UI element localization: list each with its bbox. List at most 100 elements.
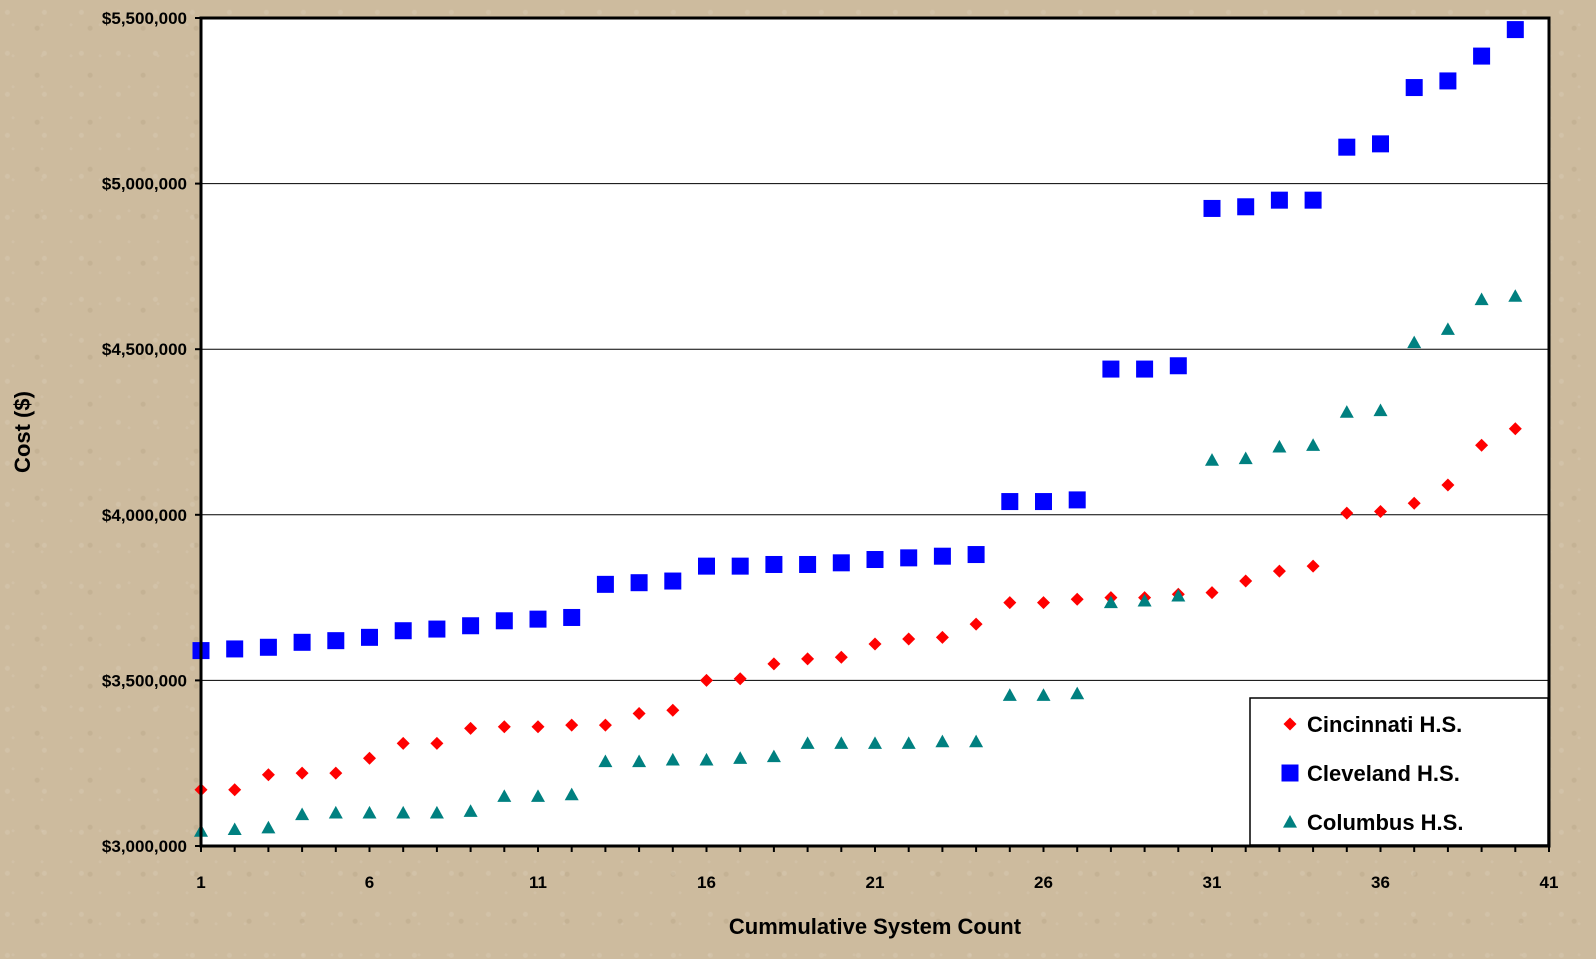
- data-point-triangle: [598, 754, 613, 768]
- data-point-diamond: [1475, 438, 1489, 452]
- data-point-square: [1203, 199, 1221, 217]
- data-point-square: [259, 638, 277, 656]
- data-point-square: [1473, 47, 1491, 65]
- data-point-triangle: [935, 734, 950, 748]
- data-point-diamond: [632, 707, 646, 721]
- data-point-triangle: [969, 734, 984, 748]
- y-tick-label: $4,500,000: [102, 340, 187, 359]
- data-point-triangle: [868, 736, 882, 749]
- x-tick-label: 41: [1540, 873, 1559, 892]
- data-point-square: [495, 612, 513, 630]
- data-point-triangle: [396, 805, 411, 819]
- data-point-diamond: [261, 768, 275, 782]
- data-point-square: [664, 572, 682, 590]
- data-point-square: [1304, 191, 1322, 209]
- data-point-triangle: [1474, 292, 1489, 306]
- data-point-triangle: [463, 804, 478, 817]
- data-point-triangle: [1440, 322, 1455, 335]
- y-tick-label: $3,500,000: [102, 671, 187, 690]
- legend: Cincinnati H.S. Cleveland H.S. Columbus H.…: [1249, 697, 1549, 846]
- data-point-diamond: [531, 720, 545, 734]
- data-point-diamond: [1508, 422, 1522, 436]
- data-point-square: [1237, 198, 1255, 216]
- data-point-diamond: [497, 720, 511, 734]
- data-point-diamond: [935, 630, 949, 644]
- data-point-triangle: [1070, 686, 1085, 700]
- data-point-diamond: [969, 617, 983, 631]
- data-point-square: [765, 555, 783, 573]
- data-point-triangle: [1306, 438, 1321, 451]
- data-point-square: [933, 547, 951, 565]
- data-point-diamond: [1205, 586, 1219, 600]
- data-point-triangle: [261, 820, 276, 834]
- data-point-square: [1338, 138, 1356, 156]
- data-point-triangle: [1171, 588, 1186, 602]
- x-tick-label: 11: [529, 873, 547, 892]
- data-point-square: [1102, 360, 1120, 378]
- data-point-diamond: [868, 637, 882, 651]
- data-point-diamond: [733, 672, 747, 686]
- legend-label: Cleveland H.S.: [1307, 761, 1460, 786]
- data-point-diamond: [430, 736, 444, 750]
- y-tick-label: $3,000,000: [102, 837, 187, 856]
- data-point-square: [1068, 491, 1086, 509]
- data-point-square: [529, 610, 547, 628]
- data-point-triangle: [227, 822, 242, 836]
- data-point-square: [394, 622, 412, 640]
- data-point-triangle: [1407, 335, 1422, 349]
- data-point-triangle: [901, 736, 916, 749]
- data-point-square: [967, 546, 985, 564]
- y-tick-label: $4,000,000: [102, 506, 187, 525]
- data-point-triangle: [1002, 688, 1017, 701]
- data-point-diamond: [598, 718, 612, 732]
- x-axis-title: Cummulative System Count: [729, 914, 1022, 939]
- data-point-square: [832, 554, 850, 572]
- plot-border: [199, 16, 1551, 848]
- data-point-triangle: [429, 805, 444, 819]
- data-point-square: [226, 640, 244, 658]
- data-point-triangle: [834, 736, 849, 749]
- x-tick-label: 1: [196, 873, 205, 892]
- legend-marker: [1283, 815, 1297, 828]
- data-point-diamond: [464, 721, 478, 735]
- data-point-triangle: [1036, 688, 1051, 701]
- data-point-triangle: [1205, 453, 1219, 466]
- data-point-square: [293, 633, 311, 651]
- data-point-diamond: [666, 703, 680, 717]
- data-point-square: [799, 555, 817, 573]
- data-point-square: [630, 574, 648, 592]
- data-point-triangle: [1103, 595, 1118, 609]
- legend-marker: [1283, 717, 1297, 731]
- data-point-diamond: [902, 632, 916, 646]
- x-axis-ticks: 1 6 11 16 21 26 31 36 41: [196, 846, 1558, 892]
- data-point-triangle: [1238, 451, 1253, 465]
- data-point-diamond: [767, 657, 781, 671]
- data-point-triangle: [632, 754, 647, 768]
- data-point-triangle: [665, 752, 680, 766]
- data-point-triangle: [1339, 405, 1354, 418]
- data-point-square: [1439, 72, 1457, 90]
- data-points: [192, 21, 1524, 837]
- data-point-square: [1372, 135, 1389, 153]
- data-point-diamond: [1374, 504, 1387, 518]
- legend-label: Cincinnati H.S.: [1307, 712, 1462, 737]
- data-point-square: [1136, 360, 1154, 378]
- data-point-triangle: [531, 789, 545, 802]
- data-point-triangle: [564, 787, 579, 801]
- data-point-diamond: [565, 718, 579, 732]
- data-point-square: [462, 617, 480, 635]
- y-axis-ticks: $3,000,000 $3,500,000 $4,000,000 $4,500,000…: [102, 9, 201, 856]
- data-point-triangle: [766, 749, 781, 763]
- x-tick-label: 16: [697, 873, 716, 892]
- data-point-square: [1001, 493, 1019, 511]
- data-point-square: [900, 549, 918, 567]
- x-tick-label: 26: [1034, 873, 1053, 892]
- data-point-diamond: [1441, 478, 1455, 492]
- data-point-diamond: [295, 766, 309, 780]
- data-point-square: [731, 557, 749, 575]
- data-point-square: [361, 628, 378, 646]
- data-point-diamond: [1272, 564, 1286, 578]
- data-point-square: [1405, 79, 1423, 97]
- data-point-triangle: [800, 736, 815, 749]
- data-point-square: [1270, 191, 1288, 209]
